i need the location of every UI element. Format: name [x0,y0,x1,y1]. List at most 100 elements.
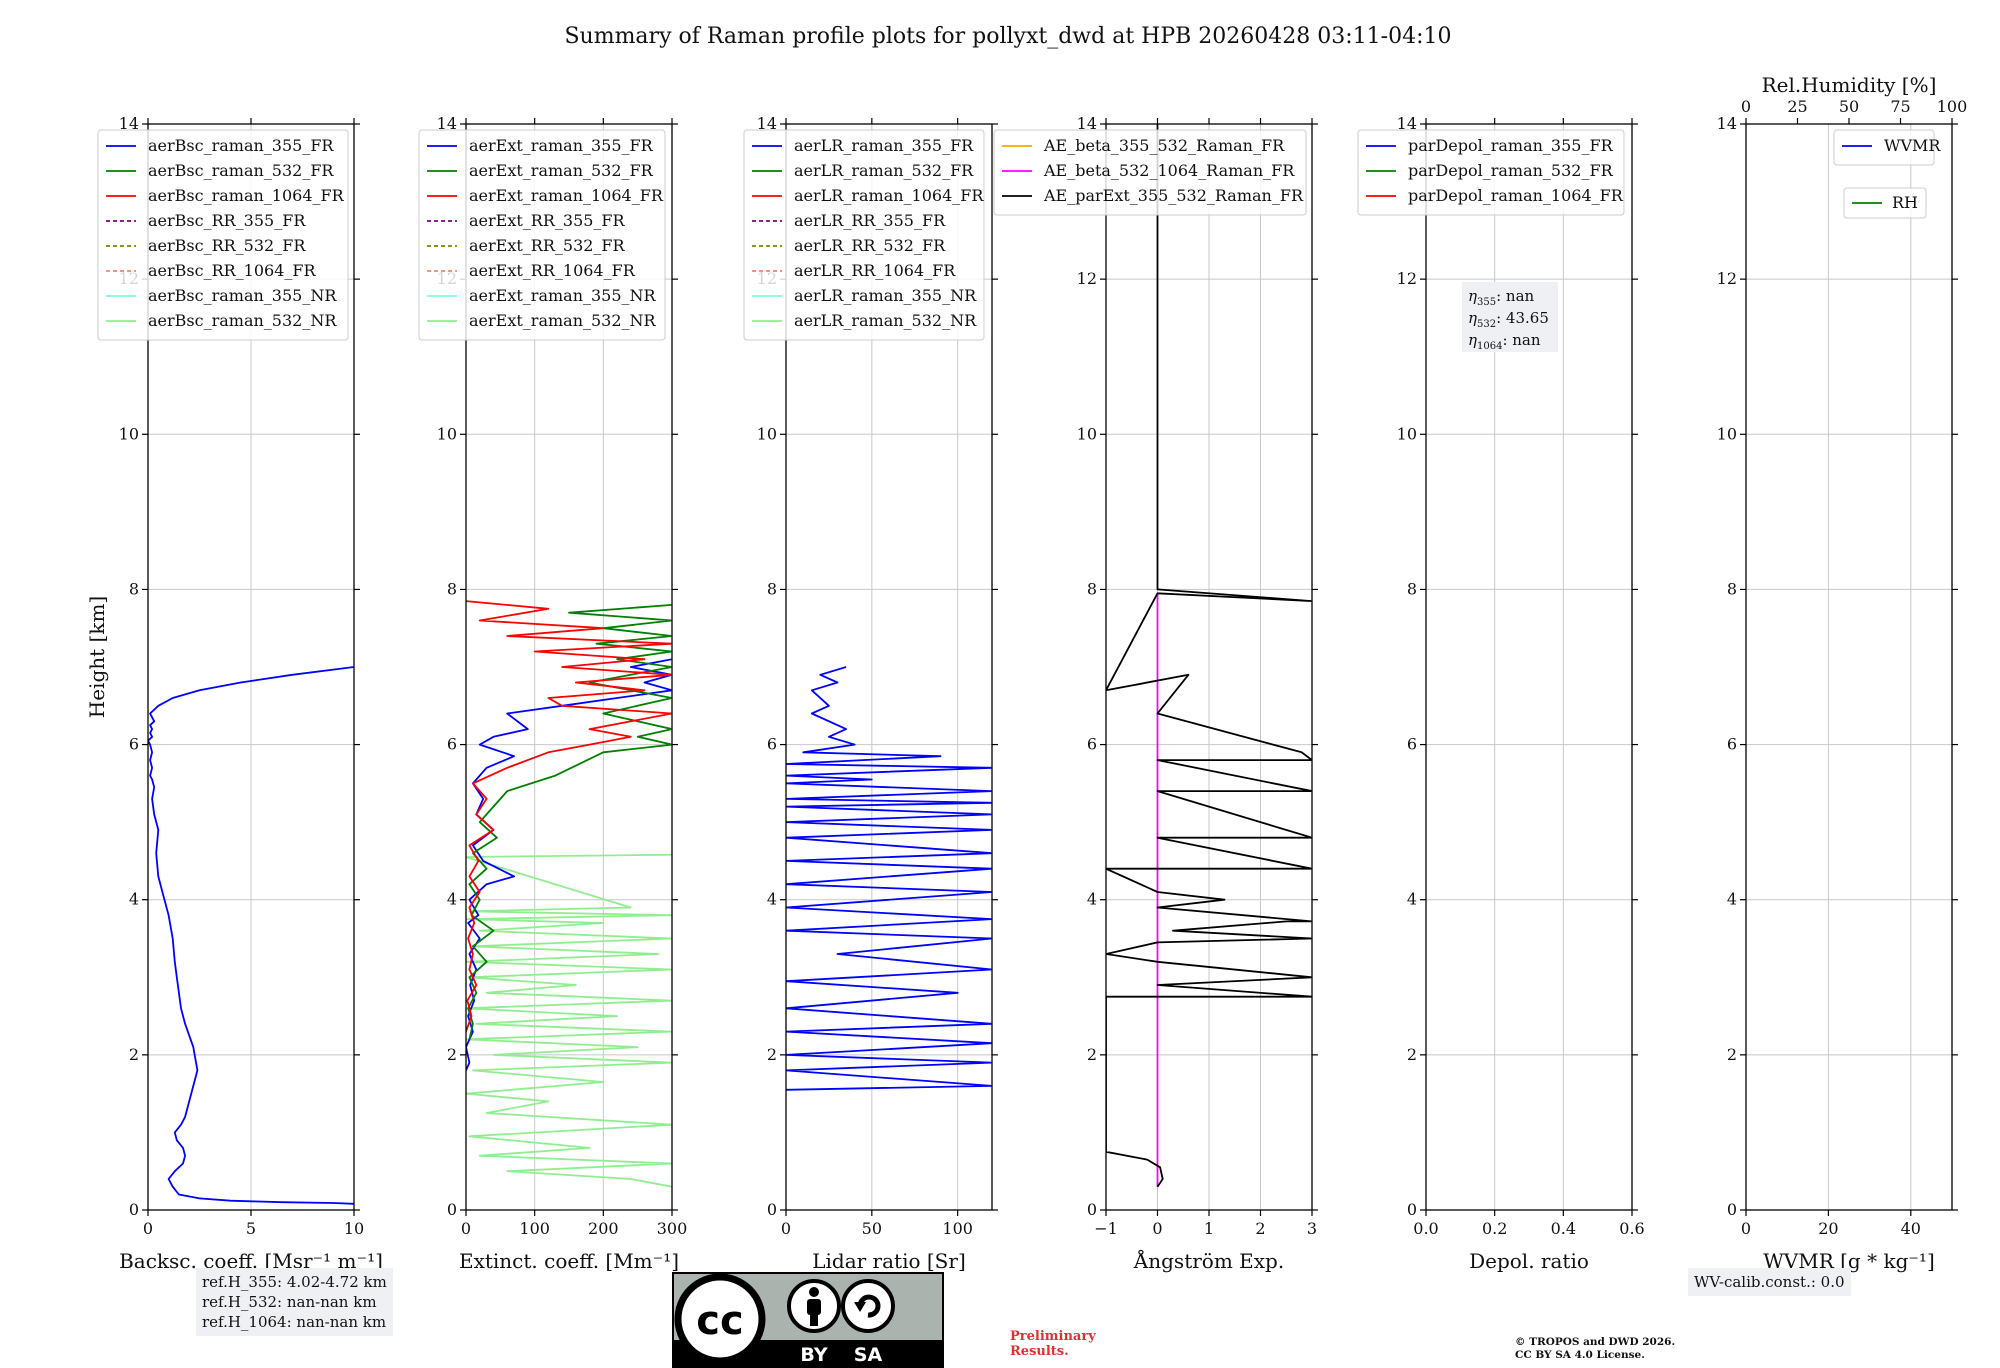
y-tick-label: 6 [129,735,139,754]
y-tick-label: 8 [447,579,457,598]
reference-heights-box: ref.H_355: 4.02-4.72 km ref.H_532: nan-n… [196,1268,393,1336]
y-tick-label: 4 [129,890,139,909]
y-tick-label: 2 [129,1045,139,1064]
x-axis-label: Extinct. coeff. [Mm⁻¹] [459,1249,679,1273]
preliminary-results-note: Preliminary Results. [1010,1329,1096,1359]
legend-label: aerExt_raman_1064_FR [469,186,664,205]
y-tick-label: 10 [119,424,139,443]
attribution-person-icon [787,1279,841,1333]
x-tick-label: 0 [1741,1219,1751,1238]
top-x-tick-label: 50 [1839,97,1859,116]
x-tick-label: 0.2 [1482,1219,1507,1238]
legend-label: aerLR_RR_1064_FR [794,261,956,280]
y-tick-label: 14 [757,114,777,133]
y-tick-label: 14 [1717,114,1737,133]
legend-label: aerBsc_RR_355_FR [148,211,306,230]
y-tick-label: 0 [129,1200,139,1219]
legend-label: AE_parExt_355_532_Raman_FR [1043,186,1304,205]
legend-label: aerExt_RR_1064_FR [469,261,636,280]
legend-label: AE_beta_355_532_Raman_FR [1043,136,1285,155]
x-tick-label: −1 [1094,1219,1118,1238]
copyright-note: © TROPOS and DWD 2026. CC BY SA 4.0 Lice… [1515,1336,1675,1362]
y-tick-label: 6 [1087,735,1097,754]
wv-calibration-constant: WV-calib.const.: 0.0 [1694,1273,1845,1291]
top-x-tick-label: 100 [1937,97,1968,116]
y-tick-label: 0 [767,1200,777,1219]
legend-label: parDepol_raman_532_FR [1408,161,1614,180]
legend-label: aerExt_raman_355_FR [469,136,654,155]
y-tick-label: 10 [1077,424,1097,443]
panel-backscatter: 024681012140510Backsc. coeff. [Msr⁻¹ m⁻¹… [97,114,383,1273]
data-group-angstrom [1106,124,1312,1188]
y-tick-label: 2 [447,1045,457,1064]
y-tick-label: 10 [1717,424,1737,443]
panel-extinction: 024681012140100200300Extinct. coeff. [Mm… [418,114,688,1273]
x-tick-label: 0 [461,1219,471,1238]
legend-label: aerExt_RR_355_FR [469,211,626,230]
wv-calibration-box: WV-calib.const.: 0.0 [1688,1268,1851,1296]
legend-box [993,129,1307,216]
eta-annotation-box [1462,282,1558,352]
ref-height-532: ref.H_532: nan-nan km [202,1293,377,1311]
y-tick-label: 10 [1397,424,1417,443]
y-tick-label: 0 [447,1200,457,1219]
cc-logo-text: cc [696,1298,743,1344]
x-tick-label: 0.0 [1413,1219,1438,1238]
series-line-AE_parExt_355_532_Raman_FR [1106,124,1312,1188]
legend-label: aerLR_RR_355_FR [794,211,946,230]
copyright-line-1: © TROPOS and DWD 2026. [1515,1336,1676,1348]
y-tick-label: 8 [767,579,777,598]
y-tick-label: 6 [447,735,457,754]
eta-annotation-line: η355: nan [1468,287,1535,308]
license-by-label: BY [800,1344,827,1366]
data-group-backscatter [148,666,354,1205]
x-tick-label: 50 [862,1219,882,1238]
top-x-tick-label: 25 [1787,97,1807,116]
x-tick-label: 20 [1818,1219,1838,1238]
axes-frame [1745,123,1953,1211]
legend-box [97,129,349,341]
x-axis-label: Lidar ratio [Sr] [812,1249,966,1273]
legend-label: aerLR_raman_355_FR [794,136,974,155]
y-tick-label: 4 [1407,890,1417,909]
y-tick-label: 8 [1407,579,1417,598]
legend-label: WVMR [1884,136,1941,155]
legend-label: aerBsc_raman_532_NR [148,311,337,330]
share-alike-icon [841,1279,895,1333]
y-tick-label: 0 [1727,1200,1737,1219]
x-tick-label: 5 [246,1219,256,1238]
x-tick-label: 40 [1901,1219,1921,1238]
x-tick-label: 0 [143,1219,153,1238]
axes-frame [1425,123,1633,1211]
legend-label: aerExt_raman_355_NR [469,286,657,305]
legend-label: aerExt_raman_532_FR [469,161,654,180]
legend-box [418,129,666,341]
panel-lidar_ratio: 02468101214050100Lidar ratio [Sr]aerLR_r… [743,114,998,1273]
preliminary-line-2: Results. [1010,1344,1069,1359]
legend-label: aerLR_raman_1064_FR [794,186,984,205]
y-tick-label: 2 [767,1045,777,1064]
series-line-aerExt_raman_355_FR [466,658,672,1071]
y-tick-label: 4 [1727,890,1737,909]
x-tick-label: 0 [781,1219,791,1238]
x-tick-label: 100 [519,1219,550,1238]
y-tick-label: 12 [1077,269,1097,288]
figure-title: Summary of Raman profile plots for polly… [564,24,1451,49]
eta-annotation-line: η1064: nan [1468,331,1541,352]
y-tick-label: 6 [767,735,777,754]
y-tick-label: 10 [757,424,777,443]
y-tick-label: 8 [1727,579,1737,598]
y-tick-label: 0 [1407,1200,1417,1219]
y-tick-label: 4 [767,890,777,909]
legend-box [743,129,985,341]
legend-label: aerLR_raman_355_NR [794,286,977,305]
x-tick-label: 300 [657,1219,688,1238]
y-tick-label: 12 [1397,269,1417,288]
license-sa-label: SA [854,1344,883,1366]
series-line-aerBsc_raman_355_FR [148,666,354,1205]
legend-label: AE_beta_532_1064_Raman_FR [1043,161,1295,180]
legend-label: aerBsc_RR_1064_FR [148,261,317,280]
legend-label: aerBsc_raman_1064_FR [148,186,345,205]
